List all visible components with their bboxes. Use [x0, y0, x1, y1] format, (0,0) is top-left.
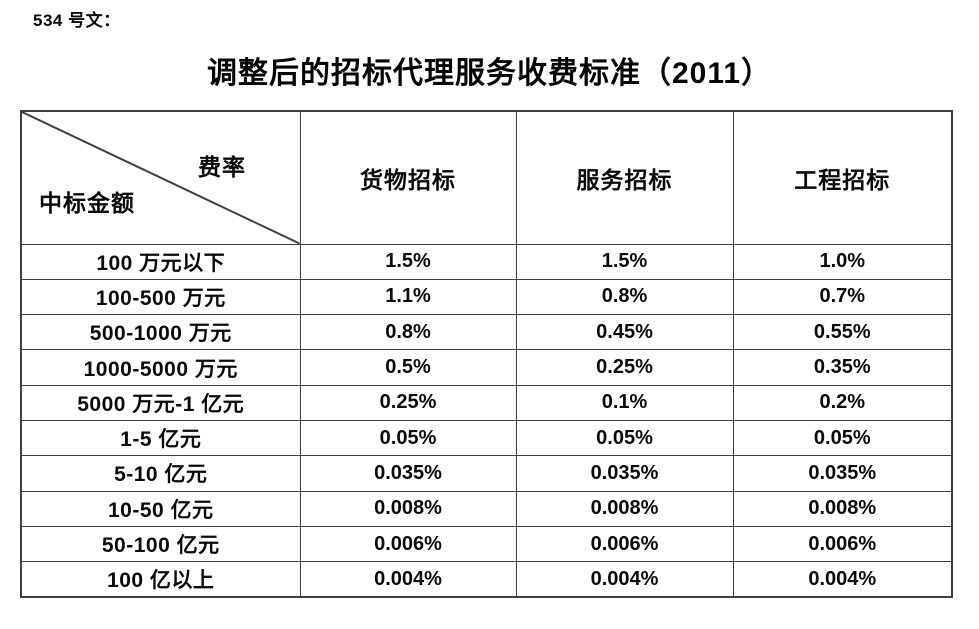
- rate-cell: 0.004%: [299, 561, 517, 598]
- rate-cell: 0.006%: [515, 525, 734, 563]
- table-row: 100 万元以下 1.5% 1.5% 1.0%: [20, 243, 953, 280]
- rate-cell: 0.5%: [299, 349, 517, 386]
- rate-cell: 0.05%: [732, 419, 953, 457]
- amount-range-cell: 10-50 亿元: [20, 490, 301, 527]
- rate-cell: 0.008%: [299, 490, 517, 527]
- rate-cell: 0.25%: [515, 349, 734, 386]
- rate-cell: 0.008%: [515, 490, 734, 527]
- col-header-goods-bidding: 货物招标: [299, 110, 517, 245]
- rate-cell: 0.1%: [515, 384, 734, 421]
- amount-range-cell: 50-100 亿元: [20, 525, 301, 563]
- amount-range-cell: 5-10 亿元: [20, 455, 301, 492]
- table-row: 100-500 万元 1.1% 0.8% 0.7%: [20, 278, 953, 316]
- table-row: 1-5 亿元 0.05% 0.05% 0.05%: [20, 419, 953, 457]
- rate-cell: 1.1%: [299, 278, 517, 316]
- rate-cell: 0.55%: [732, 314, 953, 351]
- col-header-service-bidding: 服务招标: [515, 110, 734, 245]
- corner-label-bid-amount: 中标金额: [39, 190, 135, 216]
- rate-cell: 1.5%: [515, 243, 734, 280]
- diagonal-divider-line: [22, 112, 300, 244]
- fee-table-body: 100 万元以下 1.5% 1.5% 1.0% 100-500 万元 1.1% 0.8% 0.…: [20, 243, 953, 598]
- amount-range-cell: 100 万元以下: [20, 243, 301, 280]
- amount-range-cell: 5000 万元-1 亿元: [20, 384, 301, 421]
- amount-range-cell: 100 亿以上: [20, 561, 301, 598]
- rate-cell: 0.035%: [299, 455, 517, 492]
- corner-header-cell: 费率 中标金额: [20, 110, 301, 245]
- col-header-engineering-bidding: 工程招标: [732, 110, 953, 245]
- corner-label-rate: 费率: [198, 154, 246, 180]
- table-row: 100 亿以上 0.004% 0.004% 0.004%: [20, 561, 953, 598]
- rate-cell: 0.45%: [515, 314, 734, 351]
- rate-cell: 1.5%: [299, 243, 517, 280]
- rate-cell: 0.035%: [515, 455, 734, 492]
- rate-cell: 0.006%: [732, 525, 953, 563]
- rate-cell: 0.35%: [732, 349, 953, 386]
- rate-cell: 0.035%: [732, 455, 953, 492]
- table-row: 5-10 亿元 0.035% 0.035% 0.035%: [20, 455, 953, 492]
- rate-cell: 0.7%: [732, 278, 953, 316]
- rate-cell: 0.05%: [299, 419, 517, 457]
- rate-cell: 0.2%: [732, 384, 953, 421]
- rate-cell: 1.0%: [732, 243, 953, 280]
- page-title: 调整后的招标代理服务收费标准（2011）: [206, 57, 773, 90]
- rate-cell: 0.25%: [299, 384, 517, 421]
- amount-range-cell: 100-500 万元: [20, 278, 301, 316]
- table-row: 5000 万元-1 亿元 0.25% 0.1% 0.2%: [20, 384, 953, 421]
- rate-cell: 0.8%: [299, 314, 517, 351]
- table-row: 10-50 亿元 0.008% 0.008% 0.008%: [20, 490, 953, 527]
- rate-cell: 0.004%: [515, 561, 734, 598]
- header-row: 费率 中标金额 货物招标 服务招标 工程招标: [20, 110, 953, 245]
- rate-cell: 0.006%: [299, 525, 517, 563]
- table-row: 500-1000 万元 0.8% 0.45% 0.55%: [20, 314, 953, 351]
- table-row: 50-100 亿元 0.006% 0.006% 0.006%: [20, 525, 953, 563]
- rate-cell: 0.8%: [515, 278, 734, 316]
- amount-range-cell: 1-5 亿元: [20, 419, 301, 457]
- amount-range-cell: 1000-5000 万元: [20, 349, 301, 386]
- table-row: 1000-5000 万元 0.5% 0.25% 0.35%: [20, 349, 953, 386]
- doc-number-label: 534 号文：: [33, 11, 121, 30]
- amount-range-cell: 500-1000 万元: [20, 314, 301, 351]
- fee-table: 费率 中标金额 货物招标 服务招标 工程招标 100 万元以下 1.5% 1.5% 1…: [20, 110, 953, 598]
- rate-cell: 0.004%: [732, 561, 953, 598]
- rate-cell: 0.05%: [515, 419, 734, 457]
- rate-cell: 0.008%: [732, 490, 953, 527]
